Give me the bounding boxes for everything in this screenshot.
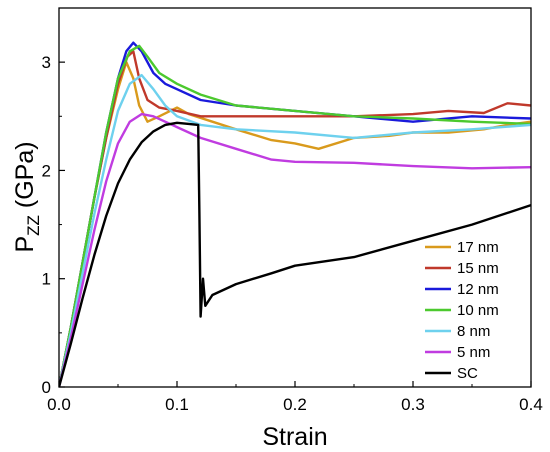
legend-label: SC <box>457 365 478 382</box>
series-line-10-nm <box>59 44 531 387</box>
series-line-8-nm <box>59 73 531 387</box>
series-line-sc <box>59 121 531 387</box>
x-tick-label: 0.2 <box>283 395 307 414</box>
y-tick-label: 0 <box>42 378 51 397</box>
y-axis-title-subscript: ZZ <box>24 215 43 236</box>
x-tick-label: 0.0 <box>47 395 71 414</box>
legend: 17 nm 15 nm 12 nm 10 nm 8 nm 5 nm SC <box>425 239 499 382</box>
y-axis-title: PZZ (GPa) <box>11 141 43 252</box>
y-axis-title-unit: (GPa) <box>11 141 39 215</box>
y-axis-title-main: P <box>11 236 39 253</box>
legend-label: 15 nm <box>457 260 499 277</box>
legend-label: 12 nm <box>457 281 499 298</box>
y-axis: 0 1 2 3 <box>42 7 65 397</box>
x-tick-label: 0.1 <box>165 395 189 414</box>
x-axis-title: Strain <box>262 423 327 451</box>
y-tick-label: 2 <box>42 161 51 180</box>
series-line-5-nm <box>59 112 531 387</box>
legend-label: 17 nm <box>457 239 499 256</box>
x-tick-label: 0.3 <box>401 395 425 414</box>
legend-label: 5 nm <box>457 344 490 361</box>
y-tick-label: 1 <box>42 270 51 289</box>
legend-label: 8 nm <box>457 323 490 340</box>
y-tick-label: 3 <box>42 53 51 72</box>
x-axis: 0.0 0.1 0.2 0.3 0.4 <box>47 381 543 414</box>
legend-label: 10 nm <box>457 302 499 319</box>
x-tick-label: 0.4 <box>519 395 543 414</box>
